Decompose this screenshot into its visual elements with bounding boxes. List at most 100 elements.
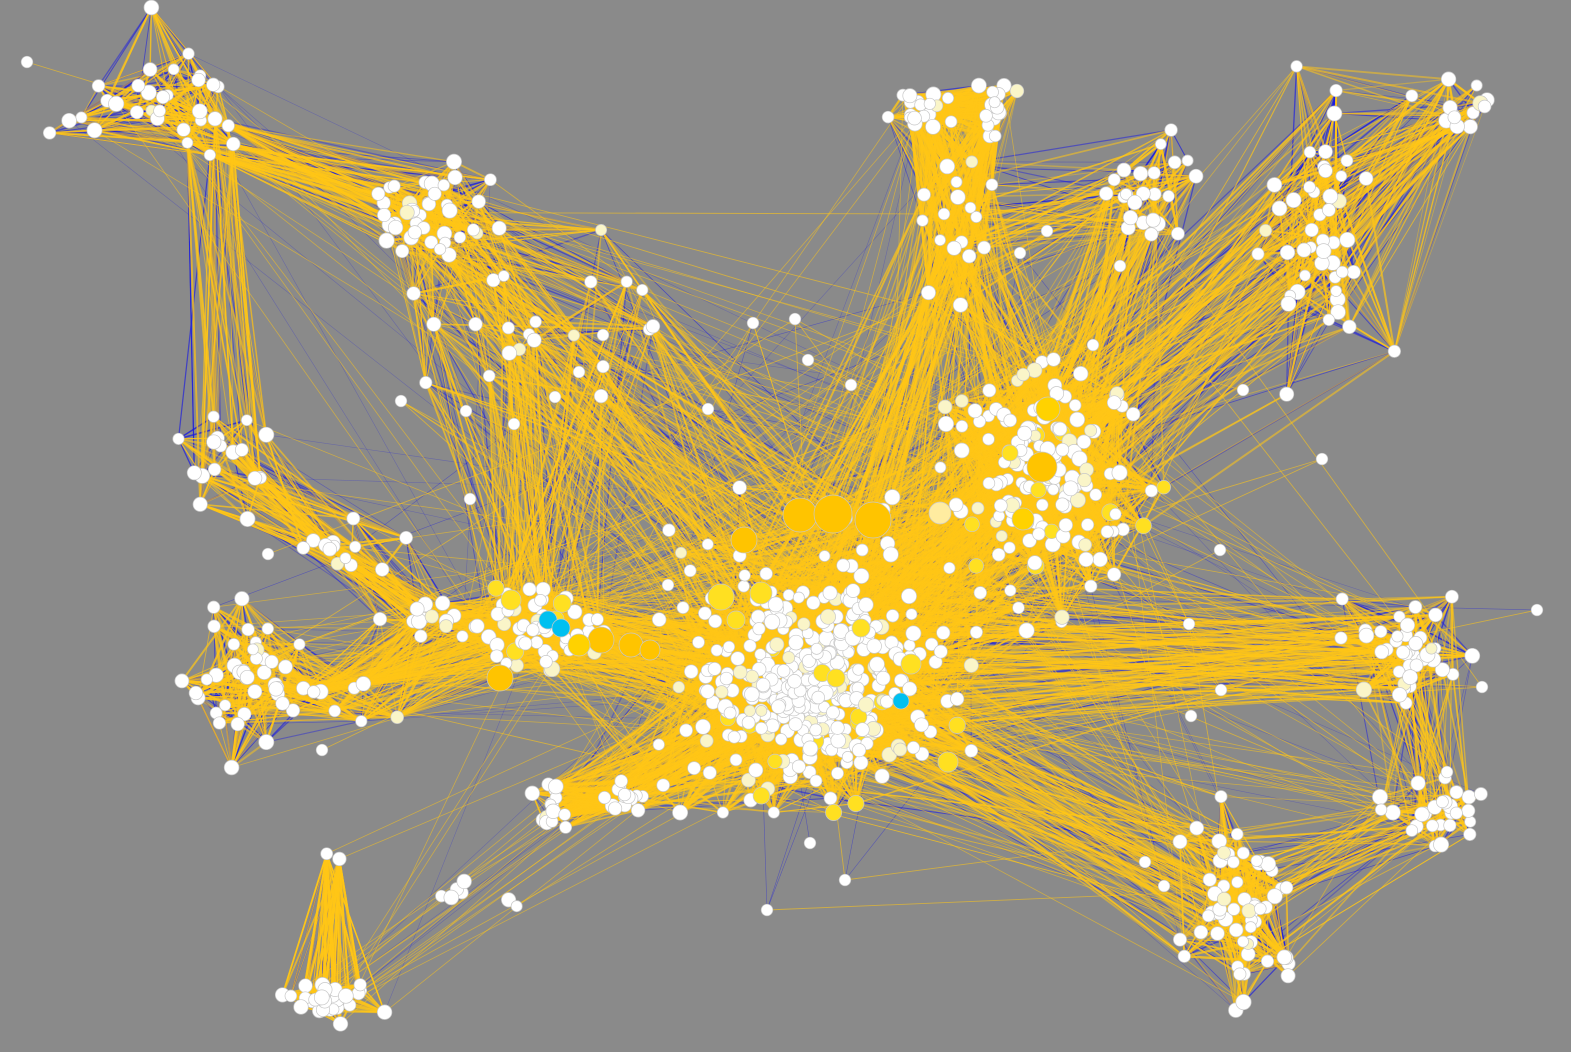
graph-node[interactable] bbox=[247, 470, 263, 486]
graph-node[interactable] bbox=[1330, 304, 1346, 320]
graph-node[interactable] bbox=[1009, 83, 1025, 99]
graph-node[interactable] bbox=[1230, 827, 1244, 841]
graph-node[interactable] bbox=[1084, 424, 1098, 437]
graph-node[interactable] bbox=[1135, 517, 1152, 535]
graph-node-singleton[interactable] bbox=[1138, 855, 1152, 869]
graph-node[interactable] bbox=[108, 95, 125, 112]
graph-node-singleton[interactable] bbox=[1157, 879, 1171, 893]
graph-node[interactable] bbox=[453, 231, 467, 244]
graph-node[interactable] bbox=[730, 651, 745, 666]
graph-node[interactable] bbox=[247, 643, 259, 656]
graph-node-singleton[interactable] bbox=[1013, 246, 1027, 260]
graph-node[interactable] bbox=[993, 498, 1008, 513]
graph-node[interactable] bbox=[907, 110, 922, 126]
graph-node[interactable] bbox=[206, 434, 222, 450]
graph-node[interactable] bbox=[791, 759, 806, 774]
graph-node[interactable] bbox=[298, 978, 313, 993]
graph-node[interactable] bbox=[1181, 154, 1194, 167]
graph-node[interactable] bbox=[738, 569, 751, 582]
graph-node[interactable] bbox=[1374, 803, 1388, 816]
graph-node[interactable] bbox=[1058, 517, 1073, 533]
graph-node-singleton[interactable] bbox=[507, 417, 521, 431]
graph-node[interactable] bbox=[1233, 967, 1247, 981]
graph-node-singleton[interactable] bbox=[315, 743, 329, 757]
graph-node[interactable] bbox=[1133, 166, 1149, 182]
graph-node[interactable] bbox=[1410, 775, 1426, 791]
graph-node[interactable] bbox=[893, 742, 908, 757]
graph-hub-node[interactable] bbox=[707, 583, 735, 611]
graph-node[interactable] bbox=[584, 275, 598, 289]
graph-node[interactable] bbox=[192, 496, 208, 512]
graph-node[interactable] bbox=[618, 788, 632, 802]
graph-node-singleton[interactable] bbox=[261, 547, 275, 561]
graph-node[interactable] bbox=[782, 589, 795, 601]
graph-node[interactable] bbox=[372, 612, 388, 627]
graph-node[interactable] bbox=[1003, 413, 1017, 428]
graph-hub-node[interactable] bbox=[749, 581, 773, 605]
graph-node[interactable] bbox=[741, 772, 756, 788]
graph-node[interactable] bbox=[1231, 876, 1244, 889]
graph-node[interactable] bbox=[501, 345, 517, 361]
graph-node[interactable] bbox=[456, 873, 472, 890]
graph-node[interactable] bbox=[424, 609, 439, 624]
graph-node[interactable] bbox=[651, 612, 667, 627]
graph-node[interactable] bbox=[1147, 166, 1161, 180]
graph-node[interactable] bbox=[1078, 551, 1094, 568]
graph-node[interactable] bbox=[1461, 803, 1476, 818]
graph-node[interactable] bbox=[1335, 592, 1349, 606]
graph-node[interactable] bbox=[809, 723, 823, 737]
graph-node[interactable] bbox=[484, 173, 497, 187]
graph-node-singleton[interactable] bbox=[548, 390, 562, 404]
graph-node[interactable] bbox=[1055, 497, 1070, 512]
graph-node[interactable] bbox=[683, 564, 697, 578]
graph-node[interactable] bbox=[852, 743, 867, 758]
graph-node[interactable] bbox=[307, 685, 321, 699]
graph-node[interactable] bbox=[61, 112, 77, 129]
graph-node[interactable] bbox=[129, 105, 144, 120]
graph-node[interactable] bbox=[339, 552, 352, 564]
graph-node[interactable] bbox=[756, 677, 771, 693]
graph-node[interactable] bbox=[1241, 903, 1257, 919]
graph-node[interactable] bbox=[1440, 71, 1457, 87]
graph-node[interactable] bbox=[1280, 295, 1297, 312]
graph-node[interactable] bbox=[732, 480, 747, 495]
graph-node[interactable] bbox=[524, 785, 540, 801]
graph-node[interactable] bbox=[1107, 567, 1122, 582]
graph-node[interactable] bbox=[1395, 645, 1410, 660]
graph-node[interactable] bbox=[943, 561, 956, 575]
graph-hub-node[interactable] bbox=[854, 501, 892, 539]
graph-node[interactable] bbox=[176, 122, 191, 137]
graph-node[interactable] bbox=[811, 690, 825, 705]
graph-node[interactable] bbox=[853, 568, 870, 584]
graph-node[interactable] bbox=[923, 97, 936, 110]
graph-node[interactable] bbox=[399, 204, 415, 221]
graph-node[interactable] bbox=[1374, 644, 1390, 660]
graph-node[interactable] bbox=[802, 740, 819, 757]
graph-node[interactable] bbox=[188, 685, 204, 701]
graph-node[interactable] bbox=[765, 718, 780, 733]
graph-hub-node[interactable] bbox=[618, 632, 644, 658]
graph-node[interactable] bbox=[1144, 484, 1158, 498]
graph-node[interactable] bbox=[1387, 344, 1401, 358]
graph-node[interactable] bbox=[395, 244, 410, 259]
graph-node[interactable] bbox=[409, 601, 425, 617]
graph-node-singleton[interactable] bbox=[572, 365, 586, 379]
graph-node[interactable] bbox=[1216, 891, 1232, 907]
graph-node[interactable] bbox=[914, 717, 929, 733]
graph-node[interactable] bbox=[1154, 138, 1167, 150]
graph-node[interactable] bbox=[1235, 994, 1252, 1011]
graph-node[interactable] bbox=[1358, 171, 1374, 186]
graph-node[interactable] bbox=[207, 600, 221, 614]
graph-node[interactable] bbox=[948, 716, 966, 734]
graph-node[interactable] bbox=[823, 791, 838, 806]
graph-node[interactable] bbox=[692, 635, 705, 649]
graph-node[interactable] bbox=[439, 619, 453, 633]
graph-node[interactable] bbox=[230, 717, 245, 732]
graph-node-singleton[interactable] bbox=[596, 328, 610, 342]
graph-node[interactable] bbox=[172, 432, 185, 445]
graph-node[interactable] bbox=[620, 275, 633, 288]
graph-node[interactable] bbox=[737, 580, 750, 593]
graph-node[interactable] bbox=[1127, 194, 1143, 211]
graph-node[interactable] bbox=[447, 169, 463, 186]
